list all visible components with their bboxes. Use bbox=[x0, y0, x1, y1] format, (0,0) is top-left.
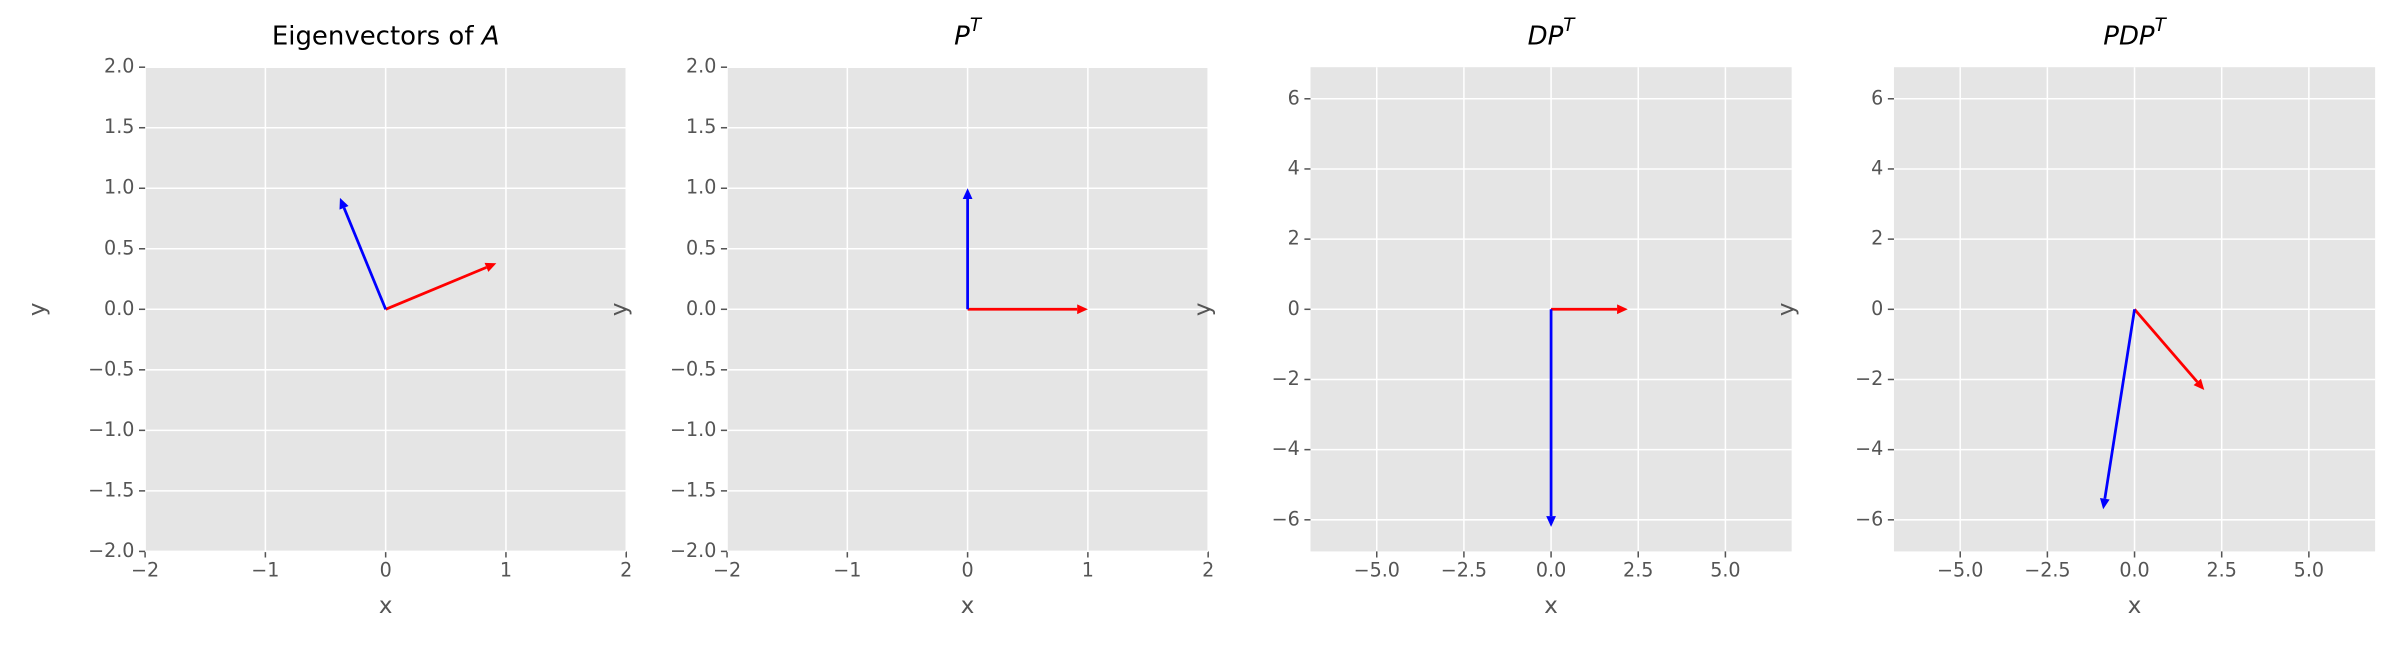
y-tick-label: 2.0 bbox=[104, 55, 134, 78]
y-tick-label: 2 bbox=[1871, 227, 1883, 250]
x-axis-label: x bbox=[961, 593, 975, 619]
x-tick-label: −1 bbox=[833, 559, 861, 582]
arrow-head bbox=[1617, 304, 1628, 315]
arrow-shaft bbox=[385, 266, 487, 311]
y-tick-label: 0.5 bbox=[104, 236, 134, 259]
arrow bbox=[2099, 309, 2136, 510]
title-part: T bbox=[1563, 15, 1576, 36]
x-tick-label: −2.5 bbox=[2024, 559, 2070, 582]
x-tick-label: 0.0 bbox=[2119, 559, 2149, 582]
y-tick-label: 0.5 bbox=[686, 236, 716, 259]
arrow-shaft bbox=[2133, 308, 2199, 383]
y-axis-label: y bbox=[607, 303, 633, 317]
x-axis-label: x bbox=[379, 593, 393, 619]
chart-title: PT bbox=[954, 15, 983, 51]
arrow bbox=[385, 262, 497, 311]
arrow bbox=[1546, 309, 1556, 527]
y-tick-label: −0.5 bbox=[88, 357, 134, 380]
y-tick-label: −2 bbox=[1272, 367, 1300, 390]
x-axis-label: x bbox=[1544, 593, 1558, 619]
arrow-shaft bbox=[342, 207, 387, 310]
y-tick-label: 1.0 bbox=[104, 176, 134, 199]
y-tick-label: 2 bbox=[1288, 227, 1300, 250]
y-tick-label: 1.5 bbox=[686, 115, 716, 138]
y-tick-label: 2.0 bbox=[686, 55, 716, 78]
title-part: T bbox=[2155, 15, 2168, 36]
arrow bbox=[339, 197, 387, 310]
arrow-shaft bbox=[2103, 309, 2136, 499]
figure-root: −2 −1 0 1 2 −2.0 −1.5 −1.0 −0.5 0.0 0.5 1.0 1.5 2.0 x y… bbox=[25, 15, 2376, 619]
y-tick-label: −4 bbox=[1272, 437, 1300, 460]
y-tick-label: −6 bbox=[1272, 507, 1300, 530]
y-tick-label: 4 bbox=[1288, 156, 1300, 179]
x-tick-label: 2.5 bbox=[1623, 559, 1653, 582]
title-part: P bbox=[954, 21, 970, 51]
y-tick-label: −1.0 bbox=[670, 418, 716, 441]
title-part: A bbox=[480, 21, 500, 51]
arrow-head bbox=[962, 188, 973, 199]
y-tick-label: −2.0 bbox=[670, 539, 716, 562]
subplot: −5.0 −2.5 0.0 2.5 5.0 −6 −4 −2 0 2 4 6 x y PDPT bbox=[1774, 15, 2376, 619]
y-tick-label: −1.0 bbox=[88, 418, 134, 441]
x-tick-label: 1 bbox=[500, 559, 512, 582]
arrow-head bbox=[2193, 378, 2205, 390]
arrow bbox=[1551, 304, 1628, 315]
y-tick-label: 4 bbox=[1871, 156, 1883, 179]
subplot: −2 −1 0 1 2 −2.0 −1.5 −1.0 −0.5 0.0 0.5 1.0 1.5 2.0 x y… bbox=[607, 15, 1215, 619]
x-tick-label: 0 bbox=[962, 559, 974, 582]
y-axis-label: y bbox=[25, 303, 51, 317]
x-tick-label: 1 bbox=[1082, 559, 1094, 582]
chart-title: Eigenvectors of A bbox=[272, 21, 500, 51]
title-part: PDP bbox=[2103, 21, 2155, 51]
y-tick-label: −4 bbox=[1855, 437, 1883, 460]
arrow-head bbox=[339, 197, 349, 210]
arrow bbox=[2133, 308, 2205, 390]
chart-title: PDPT bbox=[2103, 15, 2167, 51]
y-tick-label: −1.5 bbox=[670, 478, 716, 501]
x-tick-label: 5.0 bbox=[2294, 559, 2324, 582]
y-tick-label: 0.0 bbox=[686, 297, 716, 320]
arrow-head bbox=[484, 262, 497, 272]
subplot: −2 −1 0 1 2 −2.0 −1.5 −1.0 −0.5 0.0 0.5 1.0 1.5 2.0 x y… bbox=[25, 21, 633, 619]
x-tick-label: 0 bbox=[380, 559, 392, 582]
y-tick-label: 6 bbox=[1288, 86, 1300, 109]
x-tick-label: −1 bbox=[251, 559, 279, 582]
x-tick-label: −5.0 bbox=[1354, 559, 1400, 582]
title-part: T bbox=[970, 15, 983, 36]
x-tick-label: −2 bbox=[713, 559, 741, 582]
arrow-head bbox=[2099, 497, 2110, 510]
x-tick-label: 5.0 bbox=[1710, 559, 1740, 582]
y-tick-label: 0 bbox=[1288, 297, 1300, 320]
y-axis-label: y bbox=[1774, 303, 1800, 317]
x-tick-label: 2 bbox=[1202, 559, 1214, 582]
x-tick-label: −2.5 bbox=[1441, 559, 1487, 582]
arrow-head bbox=[1077, 304, 1088, 315]
arrow-head bbox=[1546, 516, 1556, 527]
x-tick-label: 2.5 bbox=[2207, 559, 2237, 582]
y-tick-label: −0.5 bbox=[670, 357, 716, 380]
x-tick-label: −2 bbox=[131, 559, 159, 582]
y-tick-label: −2.0 bbox=[88, 539, 134, 562]
x-tick-label: 0.0 bbox=[1536, 559, 1566, 582]
y-axis-label: y bbox=[1190, 303, 1216, 317]
subplot: −5.0 −2.5 0.0 2.5 5.0 −6 −4 −2 0 2 4 6 x y DPT bbox=[1190, 15, 1792, 619]
chart-title: DPT bbox=[1528, 15, 1577, 51]
x-tick-label: −5.0 bbox=[1937, 559, 1983, 582]
y-tick-label: 1.5 bbox=[104, 115, 134, 138]
y-tick-label: 0.0 bbox=[104, 297, 134, 320]
x-axis-label: x bbox=[2128, 593, 2142, 619]
arrow bbox=[962, 188, 973, 310]
y-tick-label: −6 bbox=[1855, 507, 1883, 530]
y-tick-label: 1.0 bbox=[686, 176, 716, 199]
y-tick-label: −1.5 bbox=[88, 478, 134, 501]
y-tick-label: 6 bbox=[1871, 86, 1883, 109]
title-part: DP bbox=[1528, 21, 1564, 51]
x-tick-label: 2 bbox=[620, 559, 632, 582]
title-part: Eigenvectors of bbox=[272, 21, 482, 51]
y-tick-label: 0 bbox=[1871, 297, 1883, 320]
y-tick-label: −2 bbox=[1855, 367, 1883, 390]
arrow bbox=[967, 304, 1088, 315]
